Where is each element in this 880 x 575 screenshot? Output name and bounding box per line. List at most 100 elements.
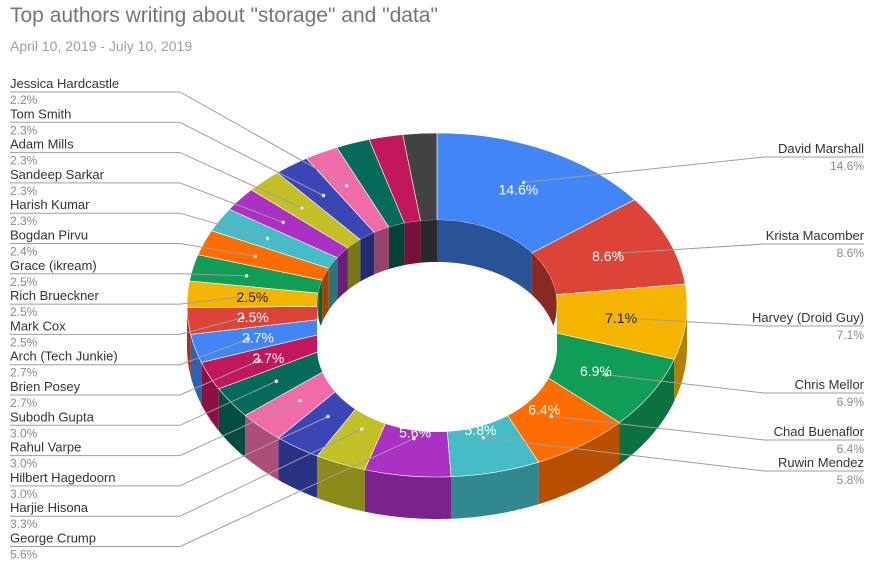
slice-label-value: 2.7% xyxy=(10,366,38,380)
leader-dot xyxy=(326,414,330,419)
slice-side-george-crump xyxy=(364,469,451,519)
slice-value-label: 6.9% xyxy=(580,363,612,379)
donut-inner-wall xyxy=(317,220,557,432)
leader-line xyxy=(10,91,348,187)
slice-label-value: 2.5% xyxy=(10,305,38,319)
slice-labels: David Marshall 14.6% Krista Macomber 8.6% Ha… xyxy=(10,76,865,562)
slice-label-name: Arch (Tech Junkie) xyxy=(10,349,118,364)
leader-dot xyxy=(359,427,364,431)
slice-inner-wall-harish-kumar-0 xyxy=(328,257,338,311)
chart-title: Top authors writing about "storage" and … xyxy=(10,4,438,27)
slice-value-label: 7.1% xyxy=(605,310,637,326)
slice-label-name: Jessica Hardcastle xyxy=(10,76,119,91)
leader-line xyxy=(10,152,303,209)
slice-label-name: Tom Smith xyxy=(10,106,71,121)
slice-value-labels: 14.6% 8.6% 7.1% 6.9% 6.4% 5.8% 5.6% 2.7% 2.7% 2.5… xyxy=(236,182,637,441)
slice-side-mark-cox xyxy=(187,307,191,377)
slice-label-name: Subodh Gupta xyxy=(10,409,95,424)
leader-line xyxy=(619,243,864,254)
leader-dot xyxy=(549,414,553,419)
slice-value-label: 6.4% xyxy=(528,402,560,418)
slice-value-label: 14.6% xyxy=(499,182,539,198)
slice-label-value: 5.8% xyxy=(837,473,865,487)
slice-label-name: Ruwin Mendez xyxy=(778,455,864,470)
slice-label-value: 2.3% xyxy=(10,123,38,137)
slice-label-name: Hilbert Hagedoorn xyxy=(10,470,116,485)
leader-line xyxy=(606,374,864,394)
slice-label-value: 2.4% xyxy=(10,245,38,259)
slice-label-value: 3.0% xyxy=(10,457,38,471)
leader-dot xyxy=(240,294,245,299)
slice-label-name: Chris Mellor xyxy=(795,377,865,392)
slice-label-name: Bogdan Pirvu xyxy=(10,228,88,243)
leader-line xyxy=(10,273,247,277)
slice-label-name: Mark Cox xyxy=(10,318,66,333)
slice-side-brien-posey xyxy=(201,362,219,431)
leader-dot xyxy=(265,236,270,241)
leader-line xyxy=(523,156,864,183)
leader-dot xyxy=(631,316,635,321)
leader-dot xyxy=(298,398,302,403)
slice-label-name: Rich Brueckner xyxy=(10,288,100,303)
slice-side-chad-buenaflor xyxy=(538,422,620,505)
slice-label-name: Sandeep Sarkar xyxy=(10,167,105,182)
leader-dot xyxy=(617,251,621,255)
leader-line xyxy=(10,243,256,257)
leader-line xyxy=(10,182,284,223)
slice-label-name: Harish Kumar xyxy=(10,197,90,212)
leader-dot xyxy=(244,274,249,278)
slice-value-label: 2.5% xyxy=(237,309,269,325)
leader-dot xyxy=(241,315,245,320)
slice-value-label: 2.7% xyxy=(242,330,274,346)
slice-side-harjie-hisona xyxy=(317,456,365,512)
slice-david-marshall[interactable] xyxy=(436,132,636,254)
slice-inner-wall-krista-macomber-0 xyxy=(531,253,557,337)
slice-inner-wall-adam-mills-0 xyxy=(347,239,361,291)
leader-dot xyxy=(246,337,251,341)
slice-label-value: 3.3% xyxy=(10,517,38,531)
slice-label-value: 5.6% xyxy=(10,548,38,562)
donut-hole-floor xyxy=(317,305,557,432)
slice-inner-wall-other-23-0 xyxy=(404,220,421,266)
leader-dot xyxy=(253,254,258,258)
leader-line xyxy=(10,212,268,239)
leader-line xyxy=(10,438,415,547)
leader-dot xyxy=(300,206,304,210)
slice-label-name: Adam Mills xyxy=(10,137,74,152)
slice-label-name: Grace (ikream) xyxy=(10,258,97,273)
slice-label-value: 3.0% xyxy=(10,426,38,440)
slice-value-label: 5.6% xyxy=(399,425,431,441)
slice-label-value: 3.0% xyxy=(10,487,38,501)
slice-label-value: 2.3% xyxy=(10,184,38,198)
slice-inner-wall-bogdan-pirvu-0 xyxy=(322,268,329,323)
slice-label-value: 2.3% xyxy=(10,214,38,228)
slice-value-label: 8.6% xyxy=(592,248,624,264)
slice-inner-wall-sandeep-sarkar-0 xyxy=(337,248,348,300)
slice-label-value: 7.1% xyxy=(837,328,865,342)
slice-side-ruwin-mendez xyxy=(451,462,539,519)
leader-line xyxy=(10,338,249,366)
slice-label-value: 6.4% xyxy=(837,442,865,456)
slice-label-value: 8.6% xyxy=(837,246,865,260)
leader-line xyxy=(10,380,277,426)
slice-inner-wall-other-24-0 xyxy=(420,220,437,263)
chart-subtitle: April 10, 2019 - July 10, 2019 xyxy=(10,38,193,54)
slice-inner-wall-tom-smith-0 xyxy=(360,232,375,282)
leader-lines xyxy=(10,91,864,547)
slice-label-name: Rahul Varpe xyxy=(10,440,81,455)
leader-line xyxy=(551,415,864,441)
leader-line xyxy=(10,121,324,197)
leader-dot xyxy=(604,373,609,377)
leader-dot xyxy=(257,358,262,363)
slice-label-value: 2.3% xyxy=(10,154,38,168)
slice-label-name: Brien Posey xyxy=(10,379,81,394)
leader-dot xyxy=(274,379,279,384)
slice-inner-wall-david-marshall-0 xyxy=(437,220,532,295)
slice-value-label: 5.8% xyxy=(465,422,497,438)
leader-dot xyxy=(345,184,349,188)
slice-label-name: David Marshall xyxy=(778,141,864,156)
slice-label-value: 2.5% xyxy=(10,335,38,349)
leader-dot xyxy=(521,180,526,185)
leader-dot xyxy=(412,436,416,441)
